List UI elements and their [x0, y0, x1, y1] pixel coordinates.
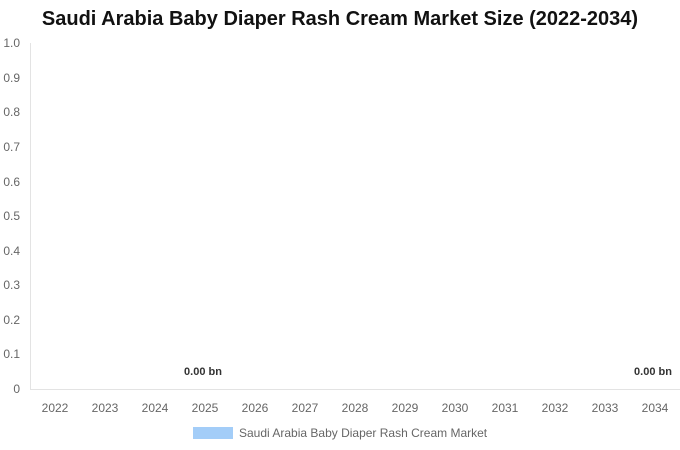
- y-tick-label: 0: [13, 382, 20, 396]
- x-tick-label: 2025: [191, 401, 219, 415]
- legend-swatch: [193, 427, 233, 439]
- x-axis-line: [30, 389, 680, 390]
- x-tick-label: 2028: [341, 401, 369, 415]
- y-tick-label: 0.9: [3, 71, 20, 85]
- y-axis-line: [30, 43, 31, 389]
- y-tick-label: 1.0: [3, 36, 20, 50]
- y-tick-label: 0.7: [3, 140, 20, 154]
- y-tick-label: 0.5: [3, 209, 20, 223]
- y-tick-label: 0.2: [3, 313, 20, 327]
- x-tick-label: 2032: [541, 401, 569, 415]
- x-tick-label: 2027: [291, 401, 319, 415]
- x-tick-label: 2033: [591, 401, 619, 415]
- y-tick-label: 0.3: [3, 278, 20, 292]
- data-label-2025: 0.00 bn: [184, 366, 222, 378]
- x-tick-label: 2024: [141, 401, 169, 415]
- y-tick-label: 0.8: [3, 105, 20, 119]
- y-tick-label: 0.1: [3, 347, 20, 361]
- legend-label: Saudi Arabia Baby Diaper Rash Cream Mark…: [239, 426, 488, 440]
- x-tick-label: 2030: [441, 401, 469, 415]
- legend[interactable]: Saudi Arabia Baby Diaper Rash Cream Mark…: [193, 426, 487, 440]
- data-label-2034: 0.00 bn: [634, 366, 672, 378]
- x-tick-label: 2031: [491, 401, 519, 415]
- chart-title: Saudi Arabia Baby Diaper Rash Cream Mark…: [41, 8, 639, 30]
- y-tick-label: 0.4: [3, 244, 20, 258]
- x-tick-label: 2023: [91, 401, 119, 415]
- x-tick-label: 2026: [241, 401, 269, 415]
- x-tick-label: 2029: [391, 401, 419, 415]
- x-tick-label: 2034: [641, 401, 669, 415]
- x-tick-label: 2022: [41, 401, 69, 415]
- y-tick-label: 0.6: [3, 175, 20, 189]
